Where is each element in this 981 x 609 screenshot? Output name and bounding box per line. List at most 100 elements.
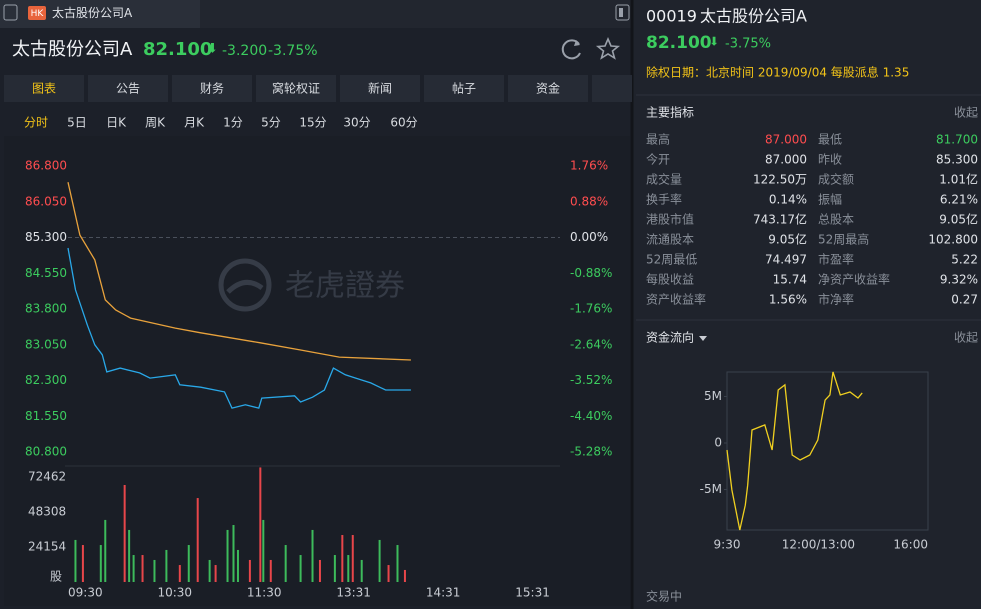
panel-icon[interactable]: [3, 4, 18, 21]
change-pct: -3.75%: [268, 43, 318, 59]
indicator-label: 港股市值: [646, 212, 694, 227]
nav-tab-label[interactable]: 公告: [116, 82, 140, 96]
nav-tab[interactable]: [340, 75, 420, 102]
indicator-label: 成交额: [818, 172, 854, 187]
volume-bar: [196, 498, 199, 582]
y-tick-label: 84.550: [25, 266, 67, 280]
price-line: [67, 247, 411, 409]
nav-tab[interactable]: [4, 75, 84, 102]
volume-bar: [318, 559, 321, 582]
nav-tab[interactable]: [256, 75, 336, 102]
nav-tab-label[interactable]: 资金: [536, 81, 560, 96]
volume-unit: 股: [50, 570, 62, 584]
y-tick-label: 86.800: [25, 159, 67, 173]
indicator-value: 9.05亿: [768, 232, 807, 247]
volume-bar: [74, 539, 77, 582]
dividend-notice: 除权日期：北京时间 2019/09/04 每股派息 1.35: [646, 65, 909, 80]
indicator-value: 0.14%: [769, 193, 807, 207]
volume-bar: [341, 535, 344, 582]
side-change-pct: -3.75%: [725, 37, 771, 52]
nav-tab-label[interactable]: 窝轮权证: [272, 81, 320, 96]
volume-bar: [360, 559, 363, 582]
price-line: [67, 182, 411, 361]
nav-tab[interactable]: [592, 75, 632, 102]
x-tick-label: 10:30: [157, 586, 192, 600]
volume-bar: [378, 539, 381, 582]
period-tab[interactable]: 5分: [261, 116, 281, 130]
volume-tick-label: 24154: [28, 539, 66, 553]
indicator-label: 资产收益率: [646, 292, 706, 307]
volume-bar: [208, 559, 211, 582]
period-tab[interactable]: 日K: [106, 116, 127, 130]
x-tick-label: 14:31: [426, 586, 461, 600]
nav-tab[interactable]: [172, 75, 252, 102]
x-tick-label: 15:31: [515, 586, 550, 600]
period-tabs: 分时 5日 日K 周K 月K 1分 5分 15分 30分 60分: [24, 116, 418, 130]
nav-tab[interactable]: [88, 75, 168, 102]
y-tick-label: 86.050: [25, 194, 67, 208]
indicator-value: 87.000: [765, 153, 807, 167]
x-tick-label: 13:31: [336, 586, 371, 600]
y2-tick-label: -0.88%: [570, 266, 612, 280]
flow-y-tick-label: 5M: [704, 389, 722, 403]
period-tab[interactable]: 月K: [184, 116, 205, 130]
indicator-value: 6.21%: [940, 193, 978, 207]
period-tab[interactable]: 分时: [24, 116, 48, 130]
flow-y-tick-label: 0: [714, 435, 722, 449]
y2-tick-label: 0.00%: [570, 230, 608, 244]
y2-tick-label: -5.28%: [570, 445, 612, 459]
refresh-icon[interactable]: [561, 39, 581, 60]
volume-bar: [387, 565, 390, 582]
indicator-value: 1.56%: [769, 293, 807, 307]
nav-tab[interactable]: [508, 75, 588, 102]
nav-tab-label[interactable]: 图表: [32, 82, 56, 96]
indicator-label: 最高: [646, 132, 670, 147]
indicator-value: 74.497: [765, 253, 807, 267]
side-arrow: ⬇: [709, 35, 719, 49]
y-tick-label: 82.300: [25, 373, 67, 387]
volume-bar: [236, 549, 239, 582]
collapse-button[interactable]: 收起: [954, 106, 978, 120]
side-panel: [632, 0, 981, 609]
y2-tick-label: -3.52%: [570, 373, 612, 387]
indicator-value: 85.300: [936, 153, 978, 167]
period-tab[interactable]: 60分: [390, 116, 417, 130]
period-tab[interactable]: 15分: [299, 116, 326, 130]
nav-tab[interactable]: [424, 75, 504, 102]
y-tick-label: 80.800: [25, 445, 67, 459]
volume-bar: [232, 525, 235, 582]
market-badge-text: HK: [31, 9, 45, 19]
tab-title[interactable]: 太古股份公司A: [52, 5, 133, 20]
price: 82.100: [143, 39, 212, 60]
side-code: 00019: [646, 7, 697, 26]
star-icon[interactable]: [595, 36, 621, 60]
flow-x-tick-label: 9:30: [714, 538, 741, 552]
panel-icon-fill: [619, 8, 623, 17]
period-tab[interactable]: 5日: [67, 116, 87, 130]
volume-bar: [128, 529, 131, 582]
nav-tab-label[interactable]: 财务: [200, 81, 224, 96]
panel-icon[interactable]: [615, 4, 630, 21]
flow-title[interactable]: 资金流向: [646, 330, 694, 345]
period-tab[interactable]: 周K: [145, 116, 166, 130]
indicator-label: 市盈率: [818, 252, 854, 267]
dropdown-caret[interactable]: [699, 336, 707, 341]
volume-bar: [248, 559, 251, 582]
volume-bar: [284, 545, 287, 582]
volume-bar: [259, 467, 262, 582]
collapse-button[interactable]: 收起: [954, 331, 978, 345]
indicator-label: 昨收: [818, 153, 842, 167]
indicator-value: 0.27: [951, 293, 978, 307]
indicator-label: 净资产收益率: [818, 272, 890, 287]
period-tab[interactable]: 30分: [343, 116, 370, 130]
nav-tab-label[interactable]: 帖子: [452, 81, 476, 96]
volume-bar: [104, 519, 107, 582]
indicator-value: 87.000: [765, 133, 807, 147]
period-tab[interactable]: 1分: [223, 116, 243, 130]
x-tick-label: 11:30: [247, 586, 282, 600]
volume-bar: [311, 529, 314, 582]
volume-tick-label: 72462: [28, 469, 66, 483]
nav-tab-label[interactable]: 新闻: [368, 81, 392, 96]
